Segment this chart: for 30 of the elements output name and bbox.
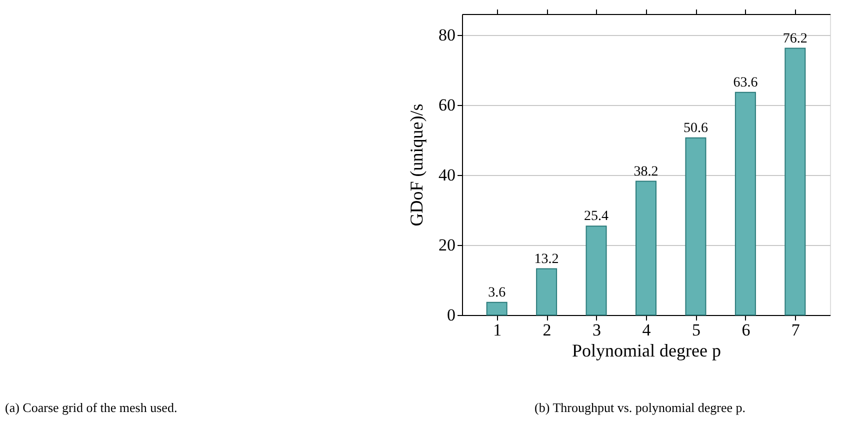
bar [486, 302, 508, 316]
data-label: 38.2 [634, 164, 658, 180]
y-axis-title: GDoF (unique)/s [406, 104, 426, 226]
x-tick-label: 6 [742, 320, 750, 340]
bar [784, 48, 806, 316]
data-label: 25.4 [584, 209, 609, 224]
y-tick-label: 80 [438, 26, 456, 44]
bar [685, 137, 706, 316]
y-tick-label: 0 [447, 306, 456, 324]
y-tick-label: 60 [438, 96, 456, 114]
x-tick-label: 7 [791, 320, 800, 340]
y-tick-label: 20 [438, 236, 456, 254]
data-label: 3.6 [488, 285, 506, 300]
text: (b) Throughput vs. polynomial degree p. [534, 400, 746, 415]
text: (a) Coarse grid of the mesh used. [5, 400, 178, 415]
bar [734, 92, 756, 316]
bar [536, 268, 558, 316]
x-tick-label: 1 [493, 320, 502, 340]
x-tick-label: 3 [592, 320, 602, 340]
data-label: 76.2 [782, 31, 808, 46]
data-label: 63.6 [733, 75, 758, 90]
data-label: 50.6 [683, 120, 708, 136]
bar [636, 180, 656, 316]
x-tick-label: 2 [542, 320, 552, 340]
y-tick-label: 40 [438, 166, 456, 184]
bar [586, 226, 607, 316]
x-axis-title: Polynomial degree p [572, 340, 721, 360]
data-label: 13.2 [534, 252, 559, 267]
x-tick-label: 5 [692, 320, 700, 340]
x-tick-label: 4 [642, 320, 652, 340]
